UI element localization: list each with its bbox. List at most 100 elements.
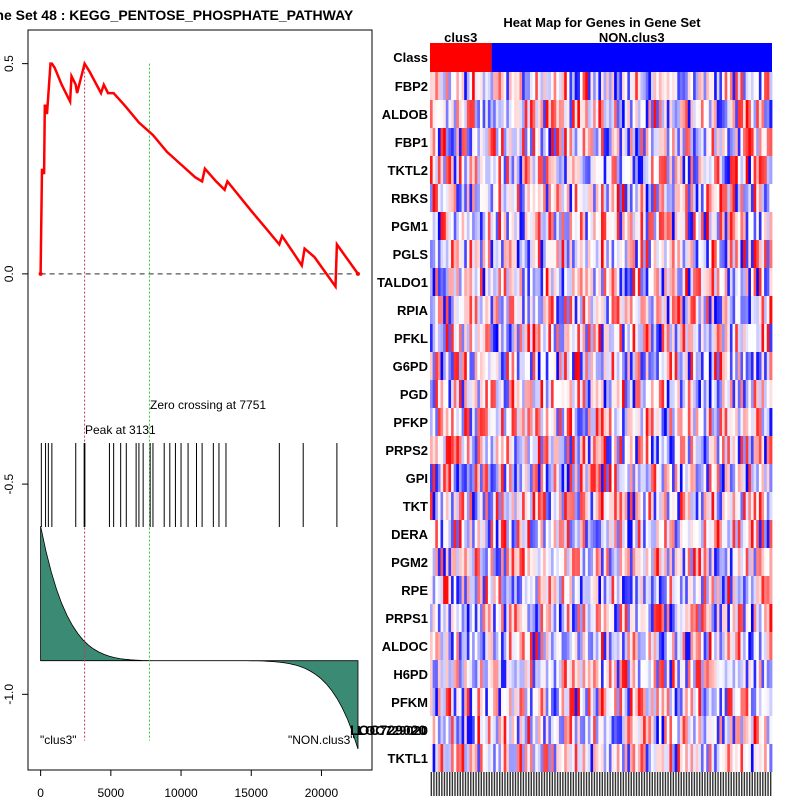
heatmap-cell	[732, 688, 736, 716]
heatmap-cell	[748, 744, 752, 772]
heatmap-cell	[750, 380, 754, 408]
heatmap-cell	[766, 352, 770, 380]
heatmap-cell	[619, 548, 623, 576]
heatmap-cell	[453, 240, 457, 268]
class-bar-non-clus3	[491, 43, 772, 72]
heatmap-cell	[643, 604, 647, 632]
heatmap-cell	[674, 324, 678, 352]
sample-label-mark	[546, 772, 548, 796]
heatmap-cell	[477, 492, 481, 520]
heatmap-cell	[614, 632, 618, 660]
heatmap-cell	[640, 492, 644, 520]
heatmap-cell	[645, 632, 649, 660]
heatmap-cell	[761, 100, 765, 128]
heatmap-cell	[643, 464, 647, 492]
heatmap-cell	[448, 716, 452, 744]
heatmap-cell	[724, 212, 728, 240]
heatmap-cell	[443, 352, 447, 380]
heatmap-cell	[650, 408, 655, 436]
sample-label-mark	[759, 772, 761, 796]
heatmap-cell	[587, 604, 591, 632]
heatmap-cell	[672, 520, 676, 548]
heatmap-cell	[687, 380, 691, 408]
heatmap-cell	[629, 408, 633, 436]
heatmap-cell	[506, 716, 510, 744]
heatmap-cell	[561, 660, 565, 688]
heatmap-cell	[511, 184, 515, 212]
heatmap-cell	[519, 156, 523, 184]
heatmap-cell	[485, 128, 489, 156]
heatmap-cell	[595, 408, 599, 436]
heatmap-cell	[503, 184, 507, 212]
sample-label-mark	[638, 772, 640, 796]
heatmap-cell	[464, 100, 468, 128]
heatmap-cell	[437, 604, 441, 632]
heatmap-cell	[753, 436, 757, 464]
heatmap-cell	[495, 548, 499, 576]
heatmap-cell	[485, 212, 489, 240]
heatmap-cell	[437, 716, 441, 744]
heatmap-cell	[619, 240, 623, 268]
heatmap-cell	[595, 128, 599, 156]
heatmap-cell	[566, 548, 570, 576]
heatmap-cell	[679, 604, 683, 632]
heatmap-cell	[666, 716, 670, 744]
heatmap-cell	[622, 184, 626, 212]
heatmap-cell	[624, 464, 628, 492]
heatmap-cell	[703, 576, 707, 604]
heatmap-cell	[477, 324, 481, 352]
sample-label-mark	[438, 772, 440, 796]
heatmap-cell	[729, 380, 733, 408]
heatmap-cell	[579, 492, 583, 520]
heatmap-cell	[443, 520, 447, 548]
heatmap-cell	[566, 128, 570, 156]
heatmap-cell	[653, 464, 657, 492]
heatmap-cell	[569, 744, 573, 772]
heatmap-cell	[703, 548, 707, 576]
heatmap-cell	[761, 520, 765, 548]
heatmap-cell	[498, 632, 502, 660]
heatmap-cell	[479, 716, 484, 744]
heatmap-cell	[682, 660, 686, 688]
heatmap-cell	[677, 660, 681, 688]
heatmap-cell	[750, 324, 754, 352]
heatmap-cell	[627, 548, 631, 576]
sample-label-mark	[593, 772, 596, 796]
heatmap-cell	[498, 576, 502, 604]
heatmap-cell	[572, 548, 576, 576]
heatmap-cell	[682, 632, 686, 660]
heatmap-cell	[643, 716, 647, 744]
heatmap-cell	[487, 436, 491, 464]
heatmap-cell	[482, 464, 486, 492]
heatmap-cell	[498, 744, 502, 772]
heatmap-cell	[485, 268, 489, 296]
heatmap-cell	[585, 436, 589, 464]
heatmap-cell	[650, 492, 655, 520]
heatmap-cell	[748, 436, 752, 464]
sample-label-mark	[577, 772, 580, 796]
heatmap-cell	[735, 548, 739, 576]
heatmap-cell	[430, 380, 434, 408]
heatmap-cell	[453, 492, 457, 520]
heatmap-cell	[501, 576, 505, 604]
heatmap-cell	[474, 688, 478, 716]
heatmap-cell	[516, 380, 520, 408]
heatmap-cell	[537, 380, 541, 408]
heatmap-cell	[445, 660, 449, 688]
heatmap-cell	[451, 464, 455, 492]
heatmap-cell	[753, 380, 757, 408]
heatmap-cell	[637, 324, 641, 352]
heatmap-cell	[564, 212, 568, 240]
heatmap-cell	[637, 464, 641, 492]
heatmap-cell	[524, 128, 528, 156]
heatmap-cell	[653, 548, 657, 576]
heatmap-cell	[501, 156, 505, 184]
heatmap-cell	[740, 268, 744, 296]
heatmap-cell	[632, 408, 636, 436]
heatmap-cell	[766, 576, 770, 604]
heatmap-cell	[601, 240, 605, 268]
heatmap-cell	[650, 72, 655, 100]
heatmap-cell	[722, 604, 726, 632]
sample-label-mark	[622, 772, 625, 796]
heatmap-cell	[564, 72, 568, 100]
